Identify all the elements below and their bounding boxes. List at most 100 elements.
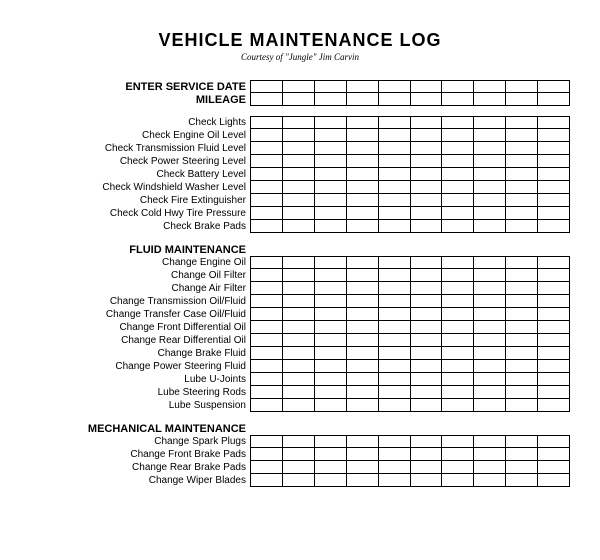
- grid-cell: [346, 308, 378, 321]
- item-row: Check Power Steering Level: [30, 155, 570, 168]
- grid-cell: [346, 435, 378, 448]
- grid-cell: [505, 448, 537, 461]
- label-col: Check Cold Hwy Tire Pressure: [30, 207, 250, 220]
- grid-cell: [282, 474, 314, 487]
- grid-cell: [473, 360, 505, 373]
- grid-cell: [505, 220, 537, 233]
- grid-cell: [314, 461, 346, 474]
- spacer: [30, 106, 570, 116]
- grid-cell: [410, 448, 442, 461]
- grid-cell: [505, 80, 537, 93]
- grid-cell: [441, 334, 473, 347]
- section-heading: MILEAGE: [196, 94, 246, 106]
- grid-cell: [314, 93, 346, 106]
- item-row: Change Air Filter: [30, 282, 570, 295]
- label-col: Lube U-Joints: [30, 373, 250, 386]
- item-row: Change Transfer Case Oil/Fluid: [30, 308, 570, 321]
- grid-cell: [473, 269, 505, 282]
- grid-cell: [314, 194, 346, 207]
- grid-cell: [282, 80, 314, 93]
- label-col: Check Windshield Washer Level: [30, 181, 250, 194]
- grid-cell: [505, 295, 537, 308]
- grid-cell: [282, 334, 314, 347]
- grid-cell: [441, 80, 473, 93]
- grid-cell: [346, 295, 378, 308]
- grid-cell: [505, 194, 537, 207]
- grid-cell: [410, 295, 442, 308]
- grid-cell: [537, 295, 570, 308]
- grid-cell: [314, 80, 346, 93]
- grid-cell: [537, 256, 570, 269]
- label-col: Check Power Steering Level: [30, 155, 250, 168]
- grid-cell: [346, 399, 378, 412]
- label-col: Change Oil Filter: [30, 269, 250, 282]
- grid-cell: [410, 399, 442, 412]
- grid-cell: [505, 321, 537, 334]
- grid-cell: [473, 448, 505, 461]
- item-label: Change Front Differential Oil: [119, 322, 246, 333]
- grid-cell: [537, 155, 570, 168]
- grid-row: [250, 422, 570, 435]
- grid-cell: [474, 422, 506, 435]
- grid-cell: [314, 347, 346, 360]
- item-row: Change Spark Plugs: [30, 435, 570, 448]
- page-subtitle: Courtesy of "Jungle" Jim Carvin: [30, 52, 570, 62]
- grid-cell: [537, 194, 570, 207]
- grid-row: [250, 155, 570, 168]
- label-col: FLUID MAINTENANCE: [30, 243, 250, 256]
- grid-cell: [346, 220, 378, 233]
- grid-cell: [537, 168, 570, 181]
- spacer: [30, 412, 570, 422]
- grid-cell: [537, 461, 570, 474]
- grid-cell: [378, 386, 410, 399]
- grid-cell: [250, 474, 282, 487]
- grid-cell: [346, 80, 378, 93]
- item-row: Check Engine Oil Level: [30, 129, 570, 142]
- grid-cell: [410, 373, 442, 386]
- grid-cell: [537, 448, 570, 461]
- grid-cell: [282, 282, 314, 295]
- label-col: Change Wiper Blades: [30, 474, 250, 487]
- grid-cell: [250, 220, 282, 233]
- label-col: ENTER SERVICE DATE: [30, 80, 250, 93]
- grid-cell: [505, 435, 537, 448]
- grid-cell: [282, 155, 314, 168]
- grid-cell: [314, 448, 346, 461]
- grid-cell: [410, 243, 442, 256]
- item-row: Change Rear Brake Pads: [30, 461, 570, 474]
- label-col: Change Air Filter: [30, 282, 250, 295]
- grid-cell: [378, 93, 410, 106]
- grid-cell: [537, 129, 570, 142]
- grid-row: [250, 129, 570, 142]
- grid-cell: [506, 243, 538, 256]
- grid-cell: [314, 360, 346, 373]
- grid-cell: [410, 435, 442, 448]
- item-row: Check Brake Pads: [30, 220, 570, 233]
- header-row: FLUID MAINTENANCE: [30, 243, 570, 256]
- grid-cell: [505, 142, 537, 155]
- grid-cell: [250, 360, 282, 373]
- grid-cell: [314, 220, 346, 233]
- grid-cell: [346, 155, 378, 168]
- grid-cell: [410, 334, 442, 347]
- grid-cell: [250, 116, 282, 129]
- grid-cell: [537, 282, 570, 295]
- grid-cell: [505, 168, 537, 181]
- grid-cell: [441, 295, 473, 308]
- item-label: Check Engine Oil Level: [142, 130, 246, 141]
- grid-cell: [314, 334, 346, 347]
- grid-cell: [473, 435, 505, 448]
- grid-cell: [346, 360, 378, 373]
- grid-cell: [410, 80, 442, 93]
- grid-cell: [282, 360, 314, 373]
- item-row: Check Windshield Washer Level: [30, 181, 570, 194]
- label-col: Check Battery Level: [30, 168, 250, 181]
- item-row: Change Front Brake Pads: [30, 448, 570, 461]
- grid-cell: [378, 360, 410, 373]
- section-heading: FLUID MAINTENANCE: [129, 244, 246, 256]
- grid-cell: [505, 155, 537, 168]
- grid-cell: [537, 116, 570, 129]
- grid-cell: [441, 282, 473, 295]
- grid-cell: [250, 422, 282, 435]
- grid-cell: [537, 269, 570, 282]
